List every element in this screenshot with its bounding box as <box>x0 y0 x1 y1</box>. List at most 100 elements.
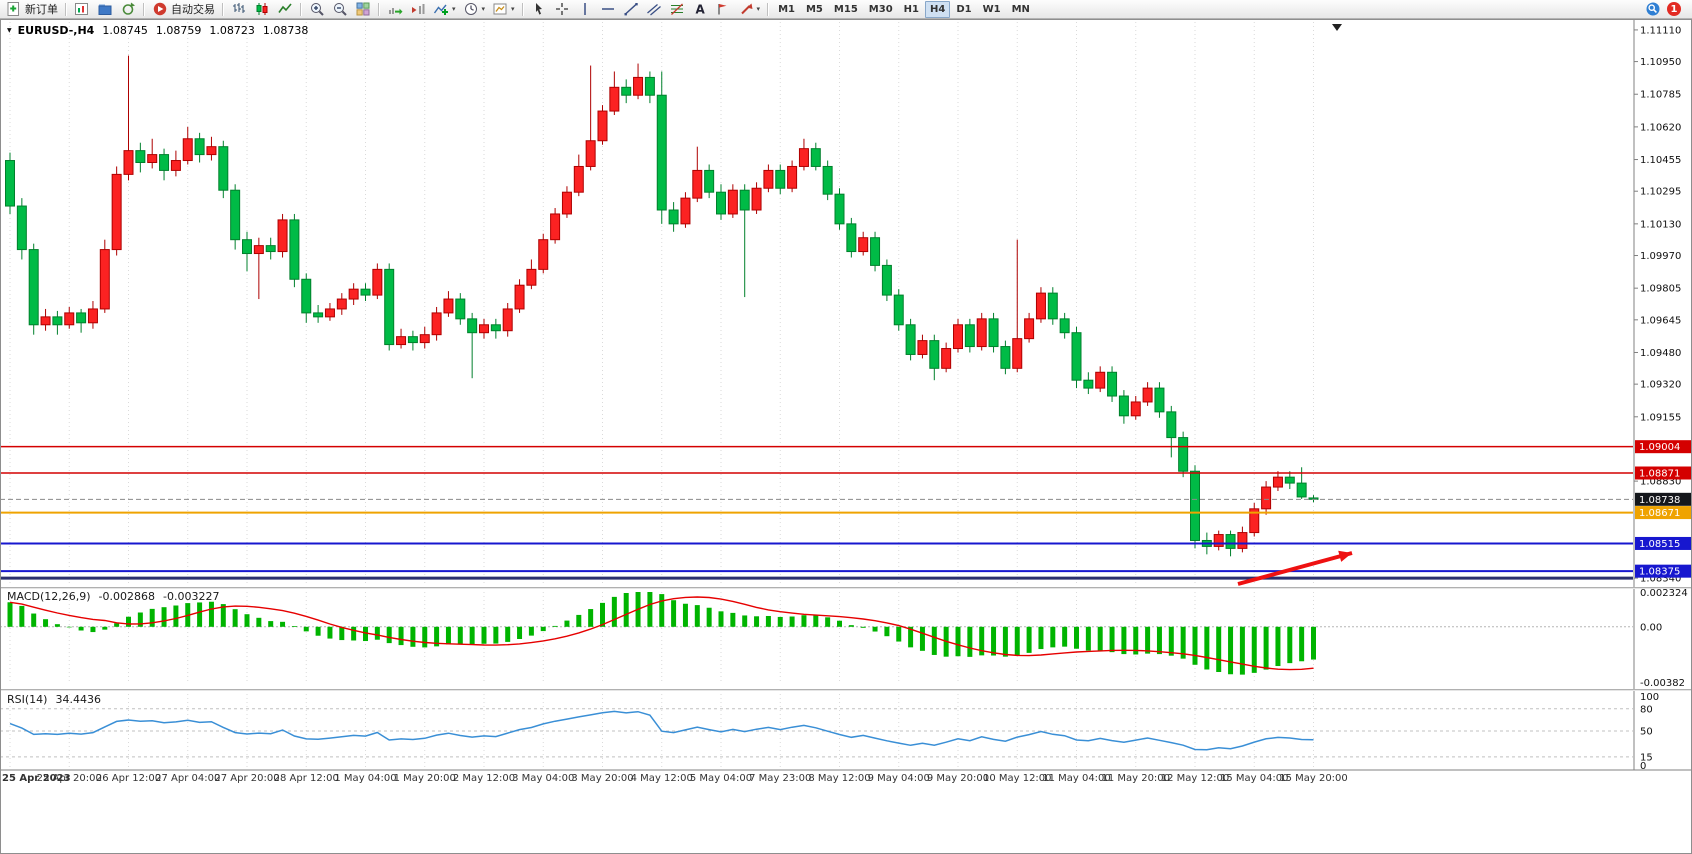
time-tick: 1 May 04:00 <box>334 773 396 784</box>
candle <box>64 306 75 329</box>
candle <box>218 140 229 199</box>
rsi-axis-tick: 15 <box>1640 752 1653 763</box>
candle <box>16 198 27 260</box>
arrows-tool-button[interactable]: ▾ <box>735 0 764 19</box>
fibonacci-tool-button[interactable] <box>666 0 688 19</box>
timeframe-mn-button[interactable]: MN <box>1011 3 1030 15</box>
candle <box>1047 287 1058 325</box>
horizontal-line-tool-button[interactable] <box>597 0 619 19</box>
time-tick: 8 May 12:00 <box>808 773 870 784</box>
candle <box>514 279 525 313</box>
tile-windows-icon <box>356 2 370 16</box>
candle <box>953 318 963 353</box>
new-order-label: 新订单 <box>25 3 58 16</box>
time-tick: 5 May 04:00 <box>690 773 752 784</box>
price-chip <box>1635 564 1691 578</box>
candle <box>893 289 904 331</box>
zoom-in-button[interactable] <box>306 0 328 19</box>
trend-arrow-annotation[interactable] <box>1237 550 1353 586</box>
line-chart-button[interactable] <box>274 0 296 19</box>
candle <box>964 318 975 353</box>
price-axis[interactable]: 1.11110 1.10950 1.10785 1.10620 1.10455 1.102… <box>1633 20 1691 772</box>
candle <box>751 182 762 214</box>
periods-button[interactable]: ▾ <box>460 0 489 19</box>
templates-icon <box>493 3 507 15</box>
candle <box>609 71 620 116</box>
new-chart-button[interactable] <box>71 0 93 19</box>
time-tick: 26 Apr 12:00 <box>96 773 161 784</box>
crosshair-tool-button[interactable] <box>551 0 573 19</box>
new-chart-icon <box>75 3 88 15</box>
candle <box>336 293 347 315</box>
timeframe-w1-button[interactable]: W1 <box>982 3 1001 15</box>
cursor-tool-button[interactable] <box>528 0 550 19</box>
price-chip-label: 1.08871 <box>1639 469 1680 480</box>
toolbar-separator <box>65 2 67 16</box>
candle <box>561 186 572 218</box>
candle <box>941 342 952 373</box>
autotrading-button[interactable]: 自动交易 <box>149 0 218 19</box>
new-order-button[interactable]: 新订单 <box>3 0 61 19</box>
candle <box>182 126 193 165</box>
text-tool-button[interactable]: A <box>689 0 711 19</box>
chevron-down-icon: ▾ <box>452 5 456 13</box>
chart-menu-icon[interactable]: ▼ <box>7 27 12 34</box>
candle <box>621 79 632 104</box>
candle <box>1237 526 1248 553</box>
channel-tool-button[interactable] <box>643 0 665 19</box>
trendline-icon <box>624 3 638 16</box>
candle <box>692 146 703 203</box>
candlestick-chart-button[interactable] <box>251 0 273 19</box>
candle <box>858 231 869 256</box>
candle <box>1000 340 1011 375</box>
candle <box>822 160 833 201</box>
candle <box>313 304 324 323</box>
timeframe-m5-button[interactable]: M5 <box>805 3 823 15</box>
pane-separator[interactable] <box>0 587 1692 589</box>
refresh-button[interactable] <box>117 0 139 19</box>
candle <box>443 291 454 317</box>
ohlc-close: 1.08738 <box>262 24 309 37</box>
time-tick: 25 Apr 2023 <box>2 773 71 784</box>
rsi-line <box>9 710 1314 751</box>
candle <box>99 239 110 313</box>
timeframe-d1-button[interactable]: D1 <box>956 3 972 15</box>
text-label-icon <box>717 4 727 15</box>
bar-chart-button[interactable] <box>228 0 250 19</box>
profiles-button[interactable] <box>94 0 116 19</box>
timeframe-m15-button[interactable]: M15 <box>833 3 858 15</box>
ohlc-open: 1.08745 <box>102 24 148 37</box>
chart-shift-button[interactable] <box>407 0 429 19</box>
timeframe-m30-button[interactable]: M30 <box>868 3 893 15</box>
pane-separator[interactable] <box>0 689 1692 691</box>
time-tick: 2 May 12:00 <box>453 773 515 784</box>
trendline-tool-button[interactable] <box>620 0 642 19</box>
notification-badge[interactable]: 1 <box>1667 2 1681 16</box>
auto-scroll-icon <box>389 8 403 15</box>
timeframe-h1-button[interactable]: H1 <box>903 3 919 15</box>
search-icon[interactable] <box>1645 1 1661 17</box>
timeframe-h4-button[interactable]: H4 <box>924 0 951 18</box>
candle <box>372 263 383 300</box>
zoom-out-button[interactable] <box>329 0 351 19</box>
macd-axis-tick: 0.00 <box>1640 622 1662 633</box>
toolbar-separator <box>300 2 302 16</box>
candlestick-series <box>5 55 1319 557</box>
candle <box>123 55 134 181</box>
text-label-tool-button[interactable] <box>712 0 734 19</box>
candle <box>253 237 264 300</box>
candle <box>206 136 217 161</box>
tile-windows-button[interactable] <box>352 0 374 19</box>
timeframe-m1-button[interactable]: M1 <box>778 3 795 15</box>
indicators-button[interactable]: ▾ <box>430 0 459 19</box>
symbol-period-label: EURUSD-,H4 <box>17 24 95 37</box>
price-chip-label: 1.08375 <box>1639 567 1680 578</box>
vertical-line-tool-button[interactable] <box>574 0 596 19</box>
auto-scroll-button[interactable] <box>384 0 406 19</box>
scroll-to-end-marker[interactable] <box>1332 24 1342 31</box>
templates-button[interactable]: ▾ <box>489 0 518 19</box>
candle <box>1261 481 1272 515</box>
candle <box>668 202 679 232</box>
